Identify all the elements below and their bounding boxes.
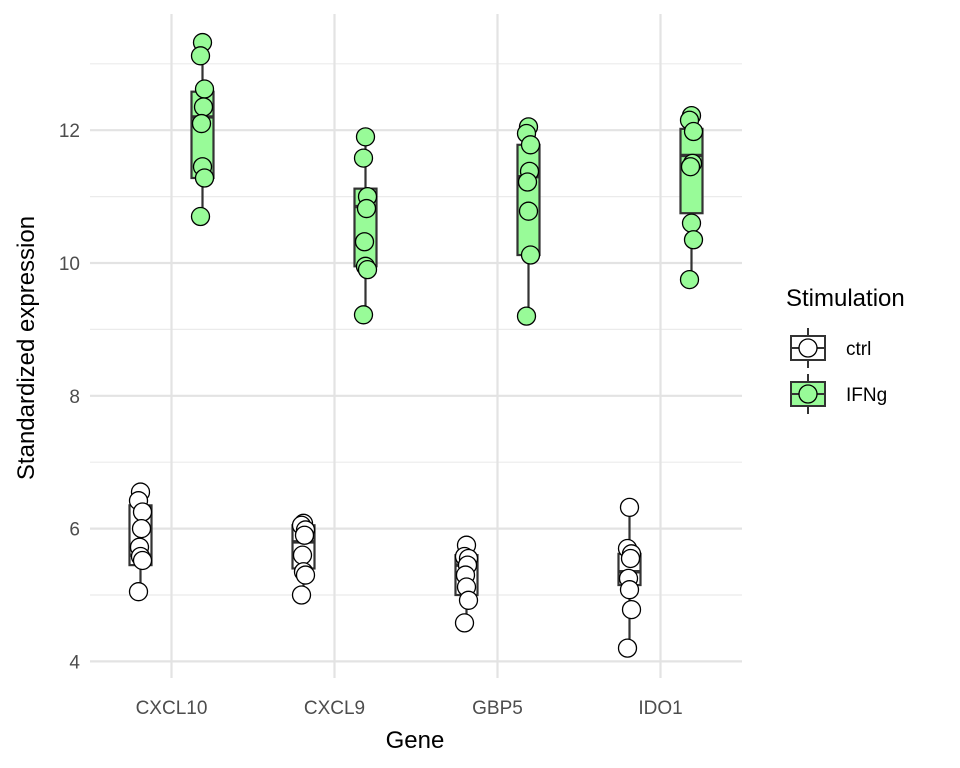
data-point-ctrl xyxy=(623,601,641,619)
data-point-ctrl xyxy=(293,586,311,604)
legend-key-point xyxy=(799,339,817,357)
y-tick-label: 10 xyxy=(59,254,80,275)
data-point-IFNg xyxy=(196,169,214,187)
data-point-ctrl xyxy=(133,520,151,538)
data-point-IFNg xyxy=(358,200,376,218)
box-IFNg xyxy=(518,145,540,255)
y-tick-label: 4 xyxy=(69,652,80,673)
data-point-ctrl xyxy=(130,583,148,601)
data-point-IFNg xyxy=(685,231,703,249)
data-point-IFNg xyxy=(683,214,701,232)
x-axis-title: Gene xyxy=(386,727,445,754)
data-point-ctrl xyxy=(134,503,152,521)
y-axis-title: Standardized expression xyxy=(13,216,40,480)
data-point-IFNg xyxy=(685,123,703,141)
y-tick-label: 6 xyxy=(69,520,80,541)
data-point-ctrl xyxy=(621,581,639,599)
data-point-ctrl xyxy=(619,639,637,657)
x-tick-label: CXCL10 xyxy=(136,698,208,719)
data-point-ctrl xyxy=(460,591,478,609)
data-point-IFNg xyxy=(355,149,373,167)
data-point-IFNg xyxy=(681,271,699,289)
x-tick-label: GBP5 xyxy=(472,698,523,719)
legend-key-point xyxy=(799,385,817,403)
y-tick-label: 12 xyxy=(59,121,80,142)
data-point-IFNg xyxy=(682,158,700,176)
data-point-ctrl xyxy=(297,566,315,584)
data-point-IFNg xyxy=(520,202,538,220)
x-tick-label: CXCL9 xyxy=(304,698,365,719)
data-point-IFNg xyxy=(196,80,214,98)
data-point-ctrl xyxy=(621,498,639,516)
y-tick-label: 8 xyxy=(69,387,80,408)
data-point-IFNg xyxy=(359,261,377,279)
data-point-ctrl xyxy=(296,526,314,544)
data-point-ctrl xyxy=(134,551,152,569)
data-point-IFNg xyxy=(193,115,211,133)
point-layer xyxy=(130,34,703,658)
legend: Stimulation ctrl IFNg xyxy=(786,285,905,414)
legend-title: Stimulation xyxy=(786,285,905,312)
data-point-IFNg xyxy=(195,98,213,116)
data-point-ctrl xyxy=(622,549,640,567)
data-point-IFNg xyxy=(519,173,537,191)
data-point-IFNg xyxy=(355,306,373,324)
legend-label-IFNg: IFNg xyxy=(846,385,887,406)
y-tick-labels: 4 6 8 10 12 xyxy=(59,121,81,673)
data-point-IFNg xyxy=(522,136,540,154)
data-point-IFNg xyxy=(518,307,536,325)
data-point-IFNg xyxy=(522,246,540,264)
data-point-IFNg xyxy=(356,233,374,251)
x-tick-labels: CXCL10 CXCL9 GBP5 IDO1 xyxy=(136,698,683,719)
grid-lines xyxy=(90,14,742,678)
data-point-IFNg xyxy=(192,208,210,226)
data-point-IFNg xyxy=(357,128,375,146)
box-layer xyxy=(130,43,703,649)
data-point-ctrl xyxy=(456,614,474,632)
legend-label-ctrl: ctrl xyxy=(846,339,871,360)
x-tick-label: IDO1 xyxy=(638,698,682,719)
data-point-ctrl xyxy=(294,546,312,564)
data-point-IFNg xyxy=(192,47,210,65)
